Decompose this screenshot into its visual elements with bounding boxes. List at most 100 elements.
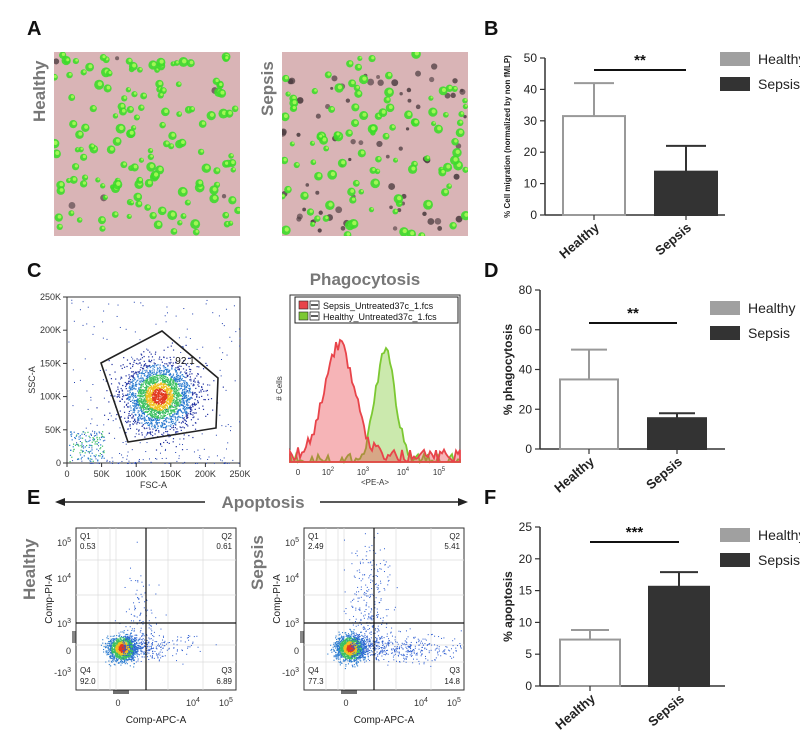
- event-dot: [132, 417, 134, 419]
- event-dot: [130, 375, 133, 377]
- event-dot: [98, 462, 100, 464]
- event-dot: [94, 432, 96, 434]
- event-dot: [161, 388, 163, 391]
- event-dot: [141, 357, 144, 359]
- event-dot: [170, 404, 172, 407]
- event-dot: [160, 411, 162, 414]
- bar-sepsis: [654, 170, 718, 216]
- event-dot: [183, 402, 185, 404]
- event-dot: [102, 337, 104, 339]
- legend-swatch-sepsis: [710, 326, 740, 340]
- event-dot: [118, 382, 120, 384]
- event-dot: [149, 408, 151, 410]
- event-dot: [178, 415, 180, 417]
- event-dot: [198, 382, 200, 384]
- event-dot: [154, 390, 156, 392]
- event-dot: [121, 389, 123, 391]
- event-dot: [164, 368, 167, 371]
- event-dot: [147, 390, 149, 393]
- cell-highlight: [359, 56, 362, 59]
- event-dot: [190, 413, 192, 415]
- event-dot: [208, 456, 210, 458]
- event-dot: [170, 377, 172, 379]
- event-dot: [141, 418, 143, 420]
- event-dot: [161, 424, 164, 427]
- event-dot: [111, 654, 114, 656]
- event-dot: [167, 389, 170, 391]
- event-dot: [128, 646, 130, 648]
- event-dot: [193, 379, 195, 381]
- event-dot: [131, 653, 133, 655]
- event-dot: [78, 445, 80, 447]
- event-dot: [134, 413, 136, 416]
- event-dot: [152, 404, 155, 406]
- event-dot: [169, 374, 171, 376]
- event-dot: [171, 367, 173, 369]
- event-dot: [126, 406, 129, 408]
- event-dot: [147, 410, 150, 413]
- event-dot: [130, 396, 132, 398]
- event-dot: [197, 380, 199, 382]
- event-dot: [109, 462, 111, 464]
- event-dot: [148, 427, 150, 429]
- event-dot: [155, 408, 157, 410]
- event-dot: [151, 431, 153, 433]
- event-dot: [172, 364, 174, 366]
- event-dot: [183, 434, 185, 436]
- event-dot: [142, 403, 144, 405]
- event-dot: [125, 432, 127, 434]
- event-dot: [108, 664, 110, 666]
- event-dot: [138, 394, 140, 396]
- event-dot: [135, 399, 138, 401]
- event-dot: [123, 406, 126, 408]
- cell-highlight: [142, 93, 146, 97]
- event-dot: [157, 406, 159, 408]
- event-dot: [173, 380, 175, 382]
- event-dot: [167, 395, 169, 397]
- event-dot: [174, 423, 176, 425]
- event-dot: [160, 359, 162, 361]
- event-dot: [110, 415, 112, 417]
- event-dot: [157, 380, 159, 382]
- event-dot: [171, 365, 173, 367]
- plot-frame: [75, 527, 237, 691]
- event-dot: [151, 410, 153, 412]
- event-dot: [129, 383, 131, 385]
- event-dot: [140, 400, 142, 402]
- event-dot: [184, 392, 187, 394]
- event-dot: [126, 659, 128, 661]
- event-dot: [195, 403, 197, 405]
- event-dot: [116, 315, 118, 317]
- event-dot: [198, 407, 200, 409]
- event-dot: [142, 372, 145, 375]
- event-dot: [80, 449, 82, 451]
- event-dot: [159, 397, 161, 399]
- event-dot: [117, 652, 119, 654]
- event-dot: [122, 646, 124, 648]
- event-dot: [114, 654, 116, 656]
- event-dot: [81, 456, 83, 459]
- event-dot: [119, 639, 121, 641]
- cell-highlight: [173, 229, 177, 233]
- event-dot: [161, 402, 163, 404]
- event-dot: [107, 651, 109, 653]
- event-dot: [87, 431, 89, 433]
- event-dot: [129, 642, 131, 644]
- event-dot: [234, 380, 236, 382]
- event-dot: [147, 416, 150, 419]
- event-dot: [149, 365, 151, 367]
- event-dot: [144, 404, 146, 406]
- event-dot: [185, 400, 187, 402]
- event-dot: [165, 384, 168, 386]
- cell-highlight: [287, 92, 290, 95]
- event-dot: [181, 379, 183, 381]
- event-dot: [113, 648, 116, 650]
- event-dot: [70, 449, 72, 451]
- event-dot: [172, 409, 174, 411]
- event-dot: [163, 373, 165, 376]
- event-dot: [176, 366, 179, 368]
- event-dot: [136, 648, 138, 651]
- event-dot: [110, 654, 112, 656]
- event-dot: [117, 651, 119, 653]
- event-dot: [81, 460, 83, 462]
